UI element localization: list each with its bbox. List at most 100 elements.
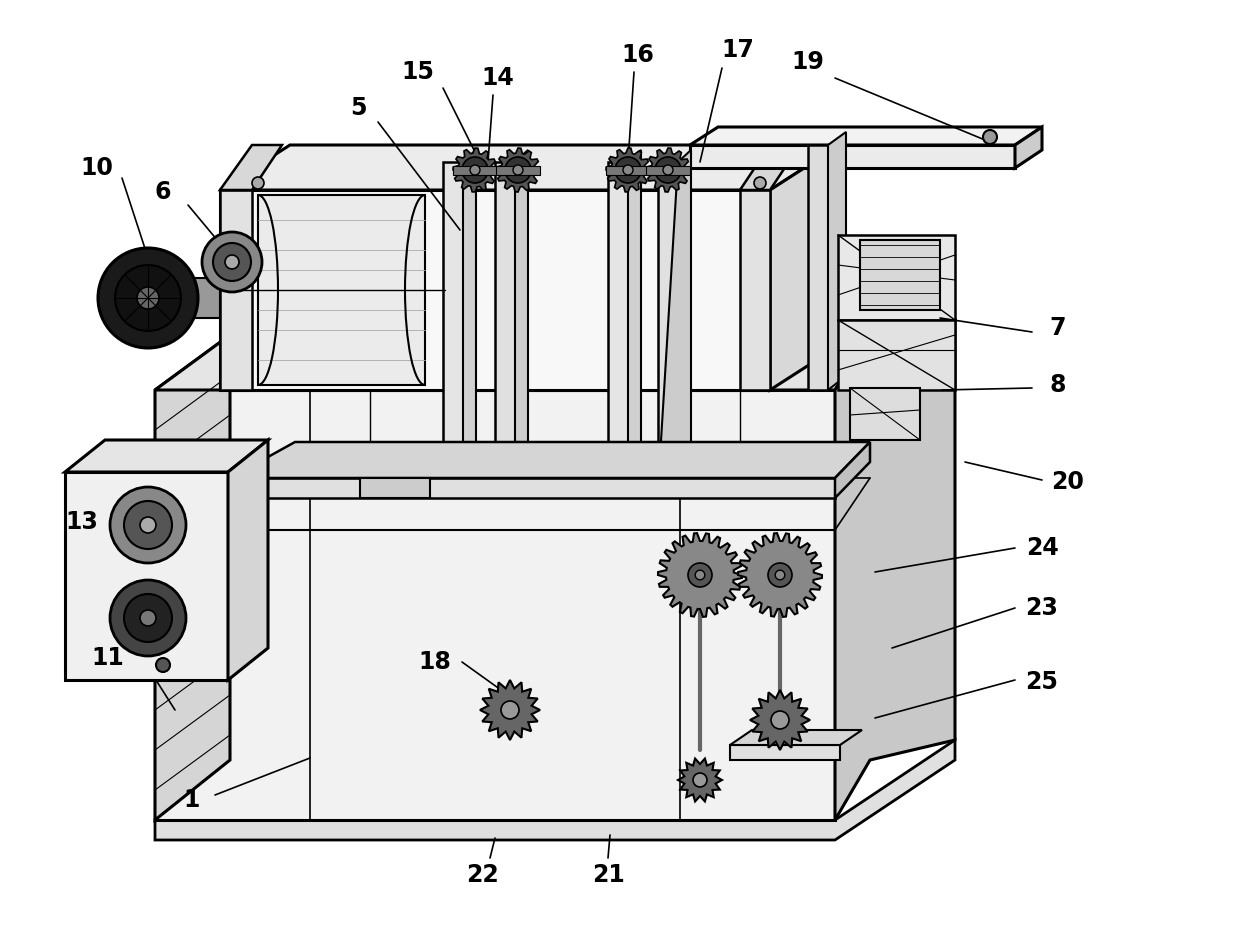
Circle shape [775, 570, 785, 579]
Circle shape [615, 157, 641, 183]
Polygon shape [838, 320, 955, 390]
Polygon shape [770, 145, 839, 390]
Text: 22: 22 [466, 863, 498, 887]
Circle shape [140, 517, 156, 533]
Polygon shape [229, 478, 835, 498]
Polygon shape [64, 472, 228, 680]
Polygon shape [608, 162, 627, 490]
Polygon shape [219, 190, 770, 390]
Circle shape [655, 157, 681, 183]
Circle shape [696, 570, 704, 579]
Polygon shape [861, 240, 940, 310]
Polygon shape [835, 442, 870, 498]
Text: 25: 25 [1025, 670, 1059, 694]
Polygon shape [606, 166, 650, 175]
Text: 17: 17 [722, 38, 754, 62]
Polygon shape [740, 190, 770, 390]
Text: 1: 1 [184, 788, 200, 812]
Circle shape [98, 248, 198, 348]
Circle shape [768, 563, 792, 587]
Polygon shape [740, 145, 800, 190]
Circle shape [124, 501, 172, 549]
Text: 15: 15 [402, 60, 434, 84]
Polygon shape [730, 745, 839, 760]
Text: 13: 13 [66, 510, 98, 534]
Text: 19: 19 [791, 50, 825, 74]
Circle shape [136, 287, 159, 309]
Polygon shape [738, 533, 822, 617]
Polygon shape [155, 335, 229, 820]
Circle shape [501, 701, 520, 719]
Polygon shape [627, 150, 641, 490]
Text: 10: 10 [81, 156, 113, 180]
Polygon shape [360, 478, 430, 498]
Circle shape [513, 165, 523, 175]
Polygon shape [646, 148, 689, 192]
Polygon shape [808, 145, 828, 390]
Polygon shape [658, 150, 691, 490]
Circle shape [224, 255, 239, 269]
Circle shape [688, 563, 712, 587]
Circle shape [156, 658, 170, 672]
Circle shape [693, 773, 707, 787]
Polygon shape [219, 145, 281, 190]
Circle shape [213, 243, 250, 281]
Polygon shape [689, 127, 1042, 145]
Polygon shape [730, 730, 862, 745]
Text: 7: 7 [1050, 316, 1066, 340]
Polygon shape [155, 740, 955, 840]
Polygon shape [828, 132, 846, 390]
Circle shape [202, 232, 262, 292]
Text: 20: 20 [1052, 470, 1085, 494]
Text: 8: 8 [1050, 373, 1066, 397]
Circle shape [754, 177, 766, 189]
Circle shape [463, 157, 489, 183]
Polygon shape [658, 162, 678, 490]
Polygon shape [155, 335, 870, 390]
Polygon shape [228, 440, 268, 680]
Polygon shape [835, 320, 955, 820]
Polygon shape [495, 162, 515, 490]
Circle shape [771, 711, 789, 729]
Polygon shape [155, 390, 835, 820]
Polygon shape [229, 442, 870, 478]
Polygon shape [219, 145, 839, 190]
Circle shape [124, 594, 172, 642]
Circle shape [110, 487, 186, 563]
Text: 6: 6 [155, 180, 171, 204]
Polygon shape [646, 166, 689, 175]
Polygon shape [838, 235, 955, 320]
Text: 23: 23 [1025, 596, 1059, 620]
Polygon shape [515, 150, 528, 490]
Polygon shape [496, 166, 539, 175]
Polygon shape [689, 145, 1016, 168]
Text: 16: 16 [621, 43, 655, 67]
Circle shape [115, 265, 181, 331]
Text: 18: 18 [419, 650, 451, 674]
Circle shape [663, 165, 673, 175]
Circle shape [622, 165, 632, 175]
Circle shape [505, 157, 531, 183]
Polygon shape [750, 690, 810, 750]
Polygon shape [463, 150, 476, 490]
Text: 21: 21 [591, 863, 625, 887]
Text: 5: 5 [350, 96, 366, 120]
Polygon shape [606, 148, 650, 192]
Circle shape [983, 130, 997, 144]
Polygon shape [658, 533, 742, 617]
Circle shape [470, 165, 480, 175]
Text: 14: 14 [481, 66, 515, 90]
Polygon shape [258, 195, 425, 385]
Circle shape [252, 177, 264, 189]
Circle shape [140, 610, 156, 626]
Polygon shape [453, 166, 497, 175]
Polygon shape [480, 680, 539, 740]
Circle shape [110, 580, 186, 656]
Polygon shape [678, 759, 722, 802]
Polygon shape [453, 148, 497, 192]
Polygon shape [64, 440, 268, 472]
Polygon shape [148, 278, 219, 318]
Polygon shape [443, 162, 463, 490]
Polygon shape [496, 148, 539, 192]
Text: 11: 11 [92, 646, 124, 670]
